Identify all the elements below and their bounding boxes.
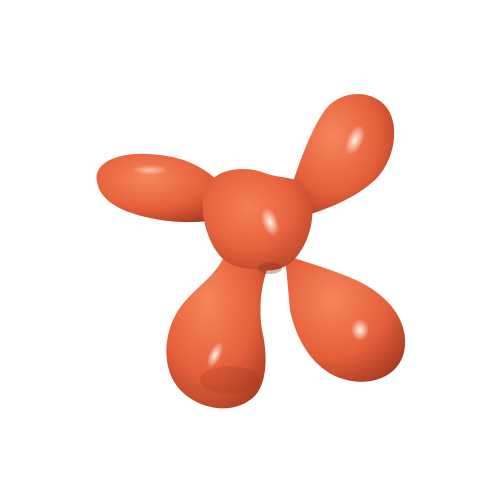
upper-right-lobe <box>292 93 395 216</box>
highlight-left <box>132 165 168 175</box>
joint-shadow <box>258 262 282 274</box>
highlight-upper <box>345 125 365 155</box>
lower-right-lobe <box>285 255 406 382</box>
highlight-lower-left <box>206 342 224 368</box>
center-body <box>202 169 313 271</box>
highlight-lower-right <box>351 319 369 341</box>
lobe-shadow <box>200 366 260 394</box>
highlight-center <box>260 207 280 237</box>
left-lobe <box>96 153 226 223</box>
lower-left-lobe <box>166 245 270 409</box>
